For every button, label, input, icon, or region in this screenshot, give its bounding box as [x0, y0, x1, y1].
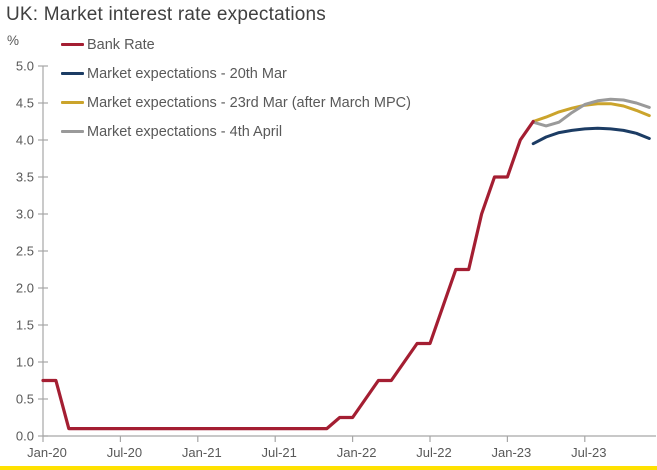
- legend-keyline-expectations-4th-april-icon: [61, 130, 84, 133]
- y-axis-tick-label: 5.0: [16, 59, 34, 74]
- y-axis-tick-label: 0.5: [16, 392, 34, 407]
- y-axis-tick-label: 2.0: [16, 281, 34, 296]
- x-axis-tick-label: Jan-23: [492, 445, 532, 460]
- y-axis-unit-label: %: [7, 33, 20, 48]
- y-axis-tick-label: 4.5: [16, 96, 34, 111]
- legend-keyline-expectations-23rd-mar-icon: [61, 101, 84, 104]
- x-axis-tick-label: Jul-22: [416, 445, 451, 460]
- legend-label-expectations-4th-april: Market expectations - 4th April: [87, 123, 283, 140]
- series-line-market-expectations-20th-mar: [531, 126, 651, 146]
- x-axis-tick-label: Jan-21: [182, 445, 222, 460]
- x-axis-tick-label: Jul-23: [571, 445, 606, 460]
- y-axis-tick-label: 2.5: [16, 244, 34, 259]
- legend-item-expectations-23rd-mar: Market expectations - 23rd Mar (after Ma…: [61, 94, 411, 111]
- x-axis-tick-label: Jul-21: [261, 445, 296, 460]
- y-axis-tick-label: 1.5: [16, 318, 34, 333]
- y-axis-tick-label: 4.0: [16, 133, 34, 148]
- bottom-accent-bar: [0, 466, 657, 470]
- chart-title: UK: Market interest rate expectations: [6, 4, 326, 25]
- y-axis-tick-label: 0.0: [16, 429, 34, 444]
- legend-label-expectations-20th-mar: Market expectations - 20th Mar: [87, 65, 287, 82]
- legend-item-bank-rate: Bank Rate: [61, 36, 411, 53]
- legend: Bank Rate Market expectations - 20th Mar…: [61, 36, 411, 140]
- legend-keyline-bank-rate-icon: [61, 43, 84, 46]
- series-line-market-expectations-23rd-mar-after-march-mpc-: [531, 102, 651, 123]
- series-line-market-expectations-4th-april: [531, 97, 651, 128]
- series-line-bank-rate: [41, 119, 535, 431]
- legend-label-bank-rate: Bank Rate: [87, 36, 155, 53]
- y-axis-tick-label: 3.0: [16, 207, 34, 222]
- x-axis-tick-label: Jan-22: [337, 445, 377, 460]
- legend-label-expectations-23rd-mar: Market expectations - 23rd Mar (after Ma…: [87, 94, 411, 111]
- x-axis-tick-label: Jan-20: [27, 445, 67, 460]
- legend-keyline-expectations-20th-mar-icon: [61, 72, 84, 75]
- legend-item-expectations-4th-april: Market expectations - 4th April: [61, 123, 411, 140]
- y-axis-tick-label: 1.0: [16, 355, 34, 370]
- legend-item-expectations-20th-mar: Market expectations - 20th Mar: [61, 65, 411, 82]
- y-axis-tick-label: 3.5: [16, 170, 34, 185]
- x-axis-tick-label: Jul-20: [107, 445, 142, 460]
